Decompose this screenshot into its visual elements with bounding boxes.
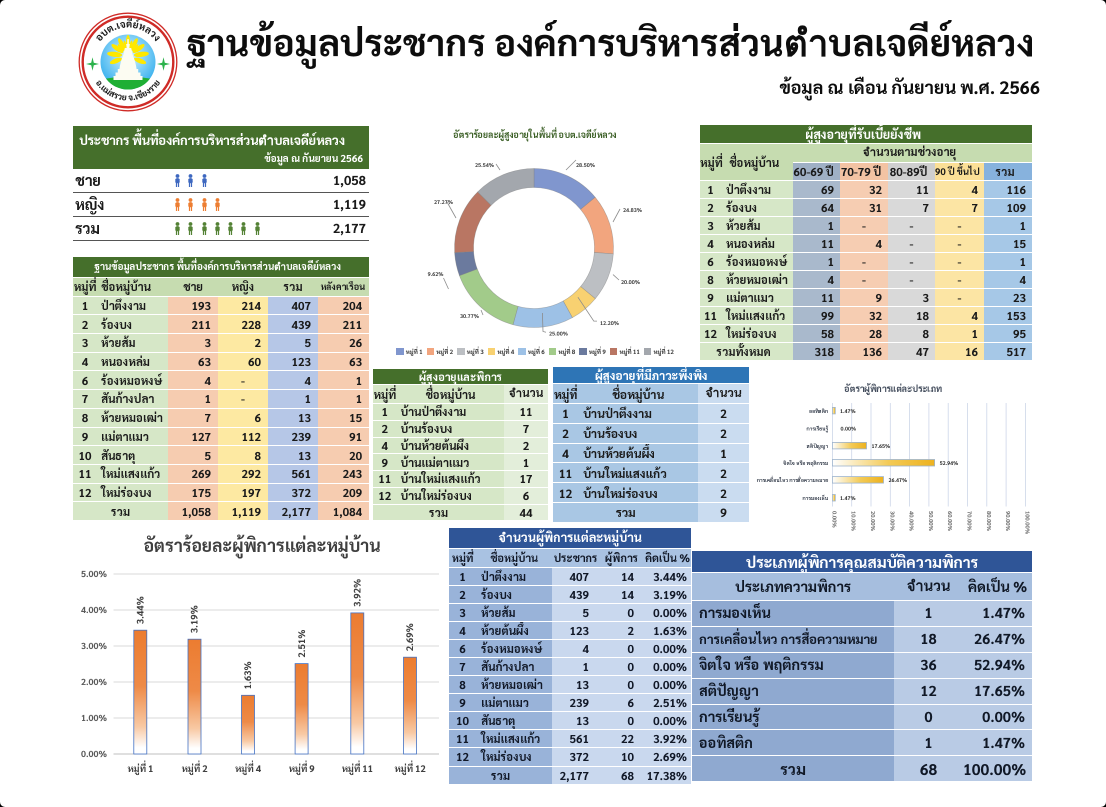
svg-text:2.51%: 2.51%: [296, 630, 308, 658]
svg-text:1.00%: 1.00%: [81, 713, 107, 724]
svg-text:การเคลื่อนไหว การสื่อความหมาย: การเคลื่อนไหว การสื่อความหมาย: [756, 475, 828, 484]
svg-text:60.00%: 60.00%: [946, 511, 953, 532]
svg-text:50.00%: 50.00%: [927, 511, 934, 532]
svg-text:4.00%: 4.00%: [81, 605, 107, 616]
svg-text:24.83%: 24.83%: [623, 207, 642, 214]
svg-text:10.00%: 10.00%: [850, 511, 857, 532]
svg-text:การมองเห็น: การมองเห็น: [801, 494, 828, 502]
svg-text:80.00%: 80.00%: [985, 511, 992, 532]
svg-text:หมู่ที่ 4: หมู่ที่ 4: [235, 760, 262, 776]
svg-text:ออทิสติก: ออทิสติก: [809, 408, 828, 415]
svg-text:3.00%: 3.00%: [81, 641, 107, 652]
svg-text:28.50%: 28.50%: [576, 162, 595, 169]
svg-text:30.77%: 30.77%: [460, 313, 479, 320]
svg-text:1.63%: 1.63%: [242, 661, 254, 689]
svg-text:90.00%: 90.00%: [1004, 511, 1011, 532]
svg-text:12.20%: 12.20%: [600, 320, 619, 327]
svg-text:40.00%: 40.00%: [908, 511, 915, 532]
svg-text:2.00%: 2.00%: [81, 677, 107, 688]
svg-text:17.65%: 17.65%: [872, 443, 891, 450]
svg-text:20.00%: 20.00%: [621, 279, 640, 286]
svg-text:หมู่ที่ 12: หมู่ที่ 12: [394, 760, 426, 776]
svg-text:1.47%: 1.47%: [840, 495, 856, 502]
svg-text:หมู่ที่ 9: หมู่ที่ 9: [289, 760, 316, 776]
svg-text:30.00%: 30.00%: [888, 511, 895, 532]
svg-text:5.00%: 5.00%: [81, 569, 107, 580]
svg-text:หมู่ที่ 11: หมู่ที่ 11: [342, 760, 374, 776]
svg-text:จิตใจ หรือ พฤติกรรม: จิตใจ หรือ พฤติกรรม: [783, 460, 828, 467]
svg-text:หมู่ที่ 2: หมู่ที่ 2: [181, 760, 208, 776]
svg-text:สติปัญญา: สติปัญญา: [806, 443, 829, 450]
svg-text:9.62%: 9.62%: [428, 271, 444, 278]
svg-text:26.47%: 26.47%: [889, 477, 908, 484]
svg-text:20.00%: 20.00%: [869, 511, 876, 532]
svg-text:0.00%: 0.00%: [830, 511, 837, 528]
svg-text:1.47%: 1.47%: [840, 408, 856, 415]
svg-text:100.00%: 100.00%: [1023, 511, 1030, 535]
svg-text:3.19%: 3.19%: [189, 605, 201, 633]
svg-text:27.27%: 27.27%: [434, 199, 453, 206]
svg-text:หมู่ที่ 1: หมู่ที่ 1: [127, 760, 153, 776]
svg-text:3.92%: 3.92%: [352, 579, 364, 607]
svg-text:0.00%: 0.00%: [841, 426, 857, 433]
svg-text:3.44%: 3.44%: [135, 596, 147, 624]
svg-text:25.54%: 25.54%: [475, 162, 494, 169]
svg-text:70.00%: 70.00%: [966, 511, 973, 532]
svg-text:2.69%: 2.69%: [404, 623, 416, 651]
svg-text:0.00%: 0.00%: [81, 749, 107, 760]
svg-text:การเรียนรู้: การเรียนรู้: [805, 426, 829, 433]
svg-text:52.94%: 52.94%: [940, 460, 959, 467]
svg-text:25.00%: 25.00%: [549, 331, 568, 338]
